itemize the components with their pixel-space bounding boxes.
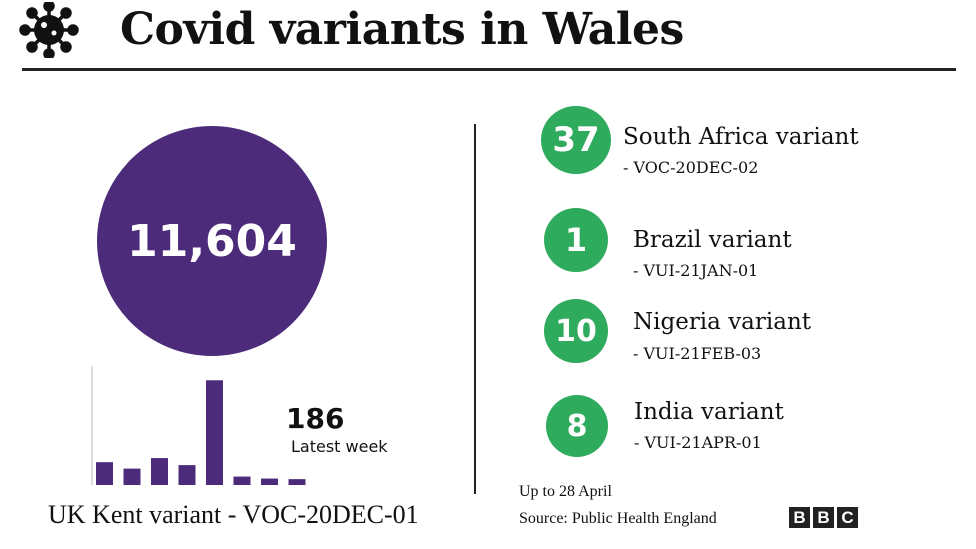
variant-code: - VOC-20DEC-02 [623, 158, 759, 177]
variant-count-badge: 10 [544, 299, 608, 363]
bar-week-4 [178, 465, 196, 485]
bar-week-7 [261, 478, 278, 485]
bar-week-1 [96, 462, 113, 485]
latest-week-label: Latest week [291, 437, 388, 456]
variant-name: South Africa variant [623, 124, 859, 150]
kent-total-value: 11,604 [127, 215, 297, 267]
source-note: Source: Public Health England [519, 510, 717, 527]
weekly-cases-chart [91, 366, 306, 485]
latest-week-value: 186 [286, 402, 345, 435]
kent-total-circle: 11,604 [97, 126, 327, 356]
logo-letter: C [837, 507, 858, 528]
logo-letter: B [813, 507, 834, 528]
vertical-divider [474, 124, 476, 494]
bar-week-3 [151, 458, 168, 485]
title-divider [22, 68, 956, 71]
variant-count-badge: 37 [541, 106, 611, 174]
variant-code: - VUI-21APR-01 [634, 433, 762, 452]
logo-letter: B [789, 507, 810, 528]
variant-name: India variant [634, 399, 784, 425]
variant-name: Brazil variant [633, 227, 792, 253]
variant-code: - VUI-21FEB-03 [633, 344, 762, 363]
bar-week-5 [206, 380, 223, 485]
variant-count-badge: 1 [544, 208, 608, 272]
date-note: Up to 28 April [519, 483, 612, 500]
kent-variant-label: UK Kent variant - VOC-20DEC-01 [48, 500, 419, 529]
variant-name: Nigeria variant [633, 309, 812, 335]
bar-week-8 [288, 479, 306, 485]
bar-week-6 [233, 476, 251, 485]
virus-icon [19, 2, 79, 58]
variant-code: - VUI-21JAN-01 [633, 261, 759, 280]
page-title: Covid variants in Wales [120, 4, 684, 55]
bbc-logo: B B C [789, 507, 858, 528]
bar-week-2 [123, 468, 141, 485]
variant-count-badge: 8 [546, 395, 608, 457]
